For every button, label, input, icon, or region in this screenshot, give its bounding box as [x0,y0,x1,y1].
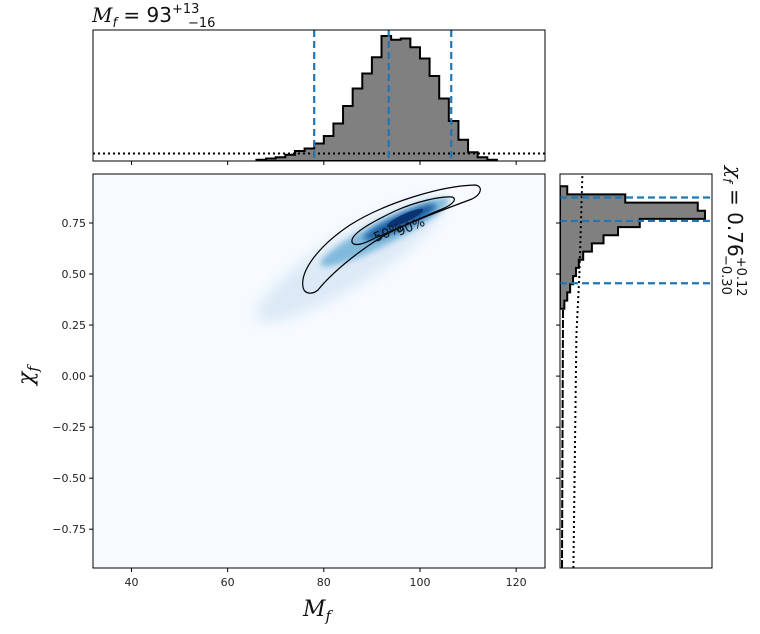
chi-marginal-frame [559,173,713,569]
joint-density-panel: 50% 90% 40 60 80 100 120 0.750.500.250.00−0.… [52,173,546,589]
m-marginal-frame [92,29,546,162]
y-tick-label: 0.25 [62,319,87,332]
y-axis-label: χf [14,364,42,387]
y-tick-label: 0.50 [62,268,87,281]
chi-annotation-minus: −0.30 [718,255,733,295]
joint-frame [92,173,546,569]
m-histogram [255,35,498,161]
y-tick-label: 0.00 [62,370,87,383]
joint-background [93,174,545,568]
y-tick-label: −0.75 [52,523,86,536]
contour-90 [302,184,481,294]
y-tick-label: 0.75 [62,217,87,230]
chi-marginal-panel [556,173,713,569]
chi-histogram [560,185,706,310]
x-tick-label: 100 [409,576,430,589]
chi-annotation: χf = 0.76+0.12 [719,164,748,297]
density-peak [386,208,424,228]
x-tick-label: 40 [124,576,138,589]
x-tick-label: 80 [317,576,331,589]
chi-tail-line [561,308,564,568]
x-tick-label: 120 [506,576,527,589]
m-annotation-minus: −16 [188,16,215,31]
m-annotation: Mf = 93+13 [91,2,199,31]
contour-50 [351,196,455,246]
m-marginal-panel [92,29,546,165]
x-tick-label: 60 [221,576,235,589]
y-tick-label: −0.25 [52,421,86,434]
x-axis-label: Mf [302,597,334,625]
chi-prior-line [572,174,584,568]
y-tick-label: −0.50 [52,472,86,485]
